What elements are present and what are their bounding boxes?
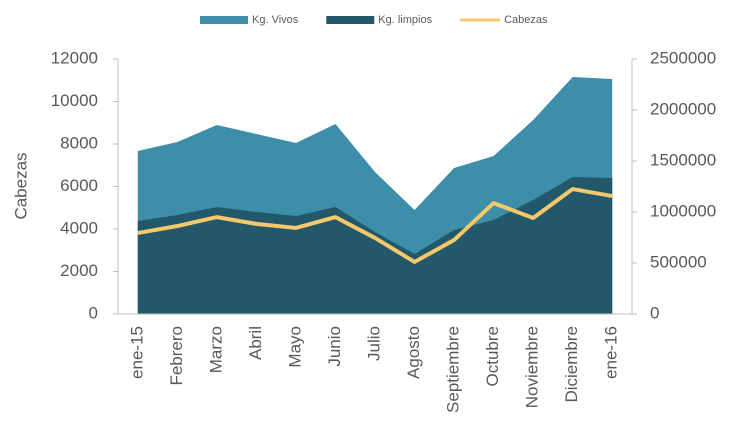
legend-swatch <box>326 16 375 24</box>
x-tick-label: ene-16 <box>602 326 621 379</box>
y2-tick-label: 1500000 <box>650 150 716 169</box>
y-tick-label: 4000 <box>60 218 98 237</box>
y2-tick-label: 1000000 <box>650 201 716 220</box>
x-tick-label: Junio <box>325 326 344 367</box>
x-tick-label: Agosto <box>404 326 423 379</box>
y2-tick-label: 500000 <box>650 252 707 271</box>
x-tick-label: Mayo <box>285 326 304 368</box>
legend-label: Kg. limpios <box>378 14 432 26</box>
x-tick-label: Febrero <box>167 326 186 386</box>
line <box>137 187 613 264</box>
x-tick-label: Noviembre <box>523 326 542 408</box>
legend-label: Kg. Vivos <box>252 14 299 26</box>
legend-swatch <box>200 16 248 24</box>
y2-tick-label: 2500000 <box>650 48 716 67</box>
y-axis-label: Cabezas <box>11 152 30 219</box>
y2-tick-label: 2000000 <box>650 99 716 118</box>
y-tick-label: 8000 <box>60 133 98 152</box>
y2-tick-label: 0 <box>650 303 659 322</box>
area <box>137 177 613 314</box>
y-tick-label: 6000 <box>60 176 98 195</box>
y-tick-label: 12000 <box>51 48 98 67</box>
x-tick-label: Marzo <box>206 326 225 373</box>
x-tick-label: Abril <box>246 326 265 360</box>
x-tick-label: Julio <box>364 326 383 361</box>
y-tick-label: 0 <box>89 303 98 322</box>
y-tick-label: 2000 <box>60 261 98 280</box>
y-tick-label: 10000 <box>51 91 98 110</box>
x-tick-label: Septiembre <box>444 326 463 413</box>
legend-label: Cabezas <box>504 14 548 26</box>
x-tick-label: Octubre <box>483 326 502 386</box>
x-tick-label: ene-15 <box>127 326 146 379</box>
x-tick-label: Diciembre <box>562 326 581 403</box>
